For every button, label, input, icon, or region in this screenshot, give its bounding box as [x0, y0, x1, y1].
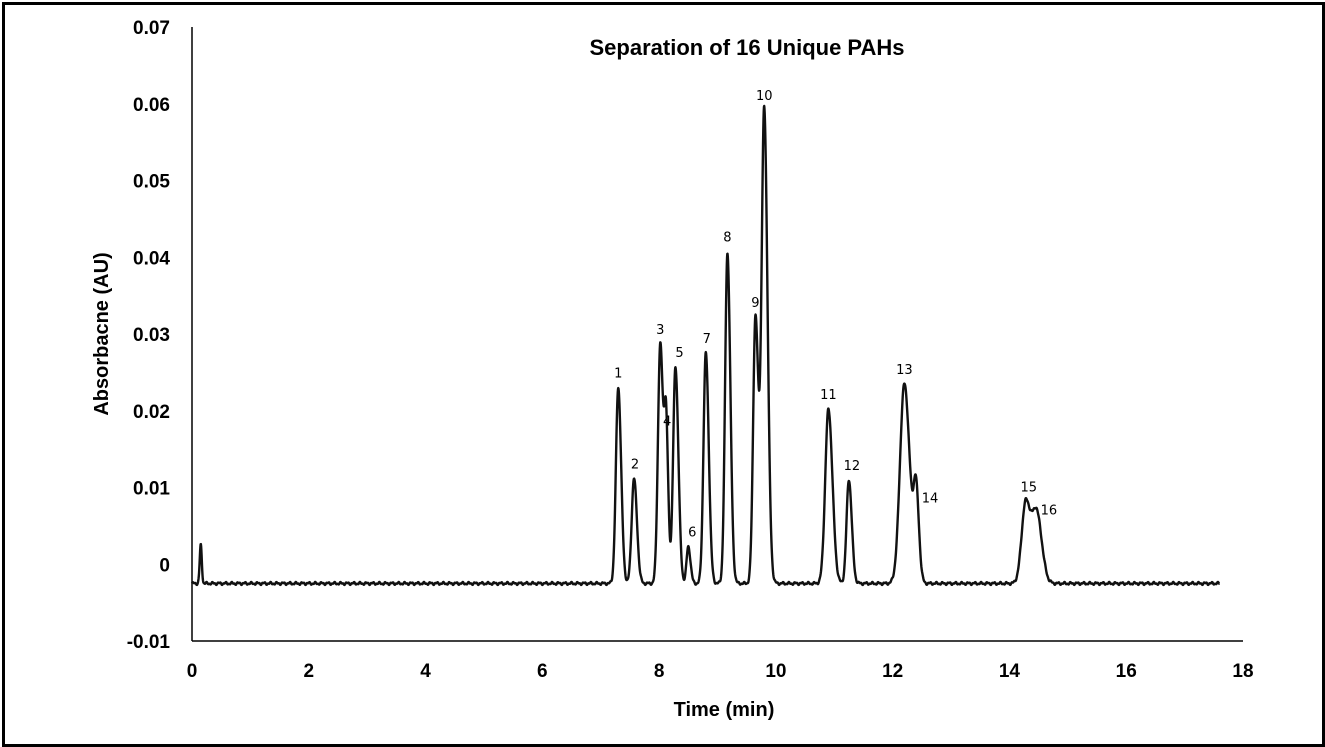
peak-label-7: 7 [703, 332, 711, 347]
x-tick-label: 16 [1116, 661, 1137, 682]
x-tick-label: 10 [765, 661, 786, 682]
x-tick-label: 8 [654, 661, 665, 682]
peak-label-15: 15 [1021, 480, 1038, 495]
chart-title: Separation of 16 Unique PAHs [590, 35, 905, 60]
peak-label-6: 6 [688, 526, 696, 541]
peak-label-11: 11 [820, 388, 837, 403]
x-tick-label: 6 [537, 661, 548, 682]
peak-label-9: 9 [751, 296, 759, 311]
peak-label-3: 3 [656, 323, 664, 338]
y-tick-label: 0.05 [133, 172, 170, 193]
peak-label-12: 12 [844, 459, 861, 474]
y-tick-label: 0.06 [133, 95, 170, 116]
peak-label-8: 8 [723, 230, 731, 245]
y-tick-labels: -0.01 0 0.01 0.02 0.03 0.04 0.05 0.06 0.07 [127, 18, 171, 653]
peak-label-5: 5 [675, 346, 683, 361]
peak-label-4: 4 [663, 414, 671, 429]
y-axis-title: Absorbacne (AU) [91, 252, 113, 415]
x-tick-label: 18 [1232, 661, 1253, 682]
x-tick-labels: 0 2 4 6 8 10 12 14 16 18 [187, 661, 1254, 682]
y-tick-label: 0.03 [133, 325, 170, 346]
x-tick-label: 2 [303, 661, 314, 682]
y-tick-label: 0.01 [133, 479, 170, 500]
x-tick-label: 0 [187, 661, 198, 682]
y-tick-label: 0 [159, 555, 170, 576]
absorbance-trace [190, 104, 1221, 587]
peak-label-16: 16 [1041, 504, 1058, 519]
x-tick-label: 12 [882, 661, 903, 682]
peak-label-1: 1 [614, 367, 622, 382]
y-tick-label: 0.02 [133, 402, 170, 423]
peak-label-13: 13 [896, 363, 913, 378]
x-axis-title: Time (min) [674, 699, 775, 721]
peak-label-10: 10 [756, 89, 773, 104]
y-tick-label: -0.01 [127, 632, 171, 653]
x-tick-label: 14 [999, 661, 1021, 682]
peak-label-14: 14 [922, 492, 939, 507]
y-tick-label: 0.04 [133, 248, 170, 269]
y-tick-label: 0.07 [133, 18, 170, 39]
peak-label-2: 2 [631, 457, 639, 472]
x-tick-label: 4 [420, 661, 431, 682]
